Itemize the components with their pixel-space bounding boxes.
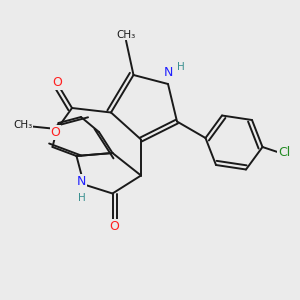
Text: O: O (51, 125, 60, 139)
Text: H: H (78, 193, 86, 203)
Text: O: O (109, 220, 119, 233)
Text: CH₃: CH₃ (116, 29, 136, 40)
Text: Cl: Cl (278, 146, 290, 160)
Text: H: H (177, 61, 184, 72)
Text: N: N (76, 175, 86, 188)
Text: N: N (163, 65, 173, 79)
Text: O: O (52, 76, 62, 89)
Text: CH₃: CH₃ (13, 120, 32, 130)
